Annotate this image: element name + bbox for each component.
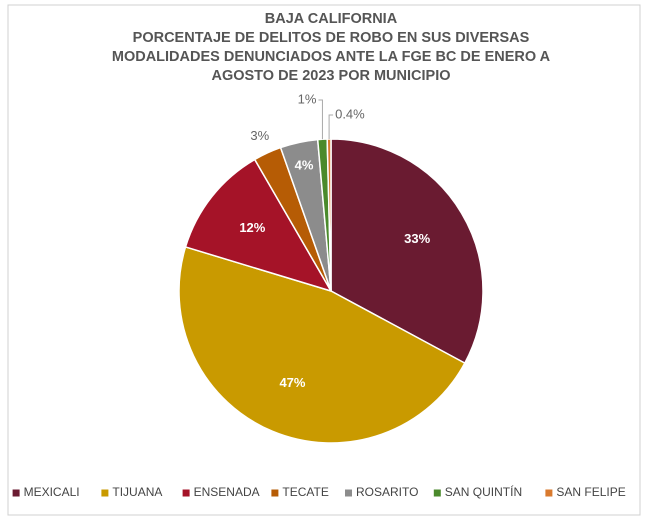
- chart-title: MODALIDADES DENUNCIADOS ANTE LA FGE BC D…: [112, 49, 551, 65]
- data-label: 3%: [250, 128, 269, 143]
- chart-title: BAJA CALIFORNIA: [265, 11, 398, 27]
- legend-swatch: [345, 489, 352, 497]
- legend-label: ENSENADA: [194, 485, 260, 499]
- legend-label: SAN FELIPE: [556, 485, 625, 499]
- chart-title: PORCENTAJE DE DELITOS DE ROBO EN SUS DIV…: [133, 30, 530, 46]
- legend-label: ROSARITO: [356, 485, 418, 499]
- pie-slice: [330, 138, 484, 365]
- pie-slice: [184, 158, 333, 293]
- pie-slice: [326, 138, 332, 292]
- data-label: 33%: [404, 231, 430, 246]
- data-label: 1%: [298, 91, 317, 106]
- legend-swatch: [12, 489, 20, 497]
- legend-label: MEXICALI: [24, 485, 80, 499]
- data-label: 4%: [295, 158, 314, 173]
- legend-label: TIJUANA: [112, 485, 162, 499]
- legend-swatch: [545, 489, 553, 497]
- legend-label: SAN QUINTÍN: [445, 484, 522, 499]
- chart-title: AGOSTO DE 2023 POR MUNICIPIO: [211, 68, 450, 84]
- legend-swatch: [182, 489, 190, 497]
- leader-line: [328, 114, 334, 140]
- data-label: 12%: [239, 220, 265, 235]
- data-label: 47%: [279, 375, 305, 390]
- leader-line: [318, 99, 323, 140]
- legend-swatch: [101, 489, 109, 497]
- data-label: 0.4%: [335, 106, 365, 121]
- legend-label: TECATE: [282, 485, 328, 499]
- legend-swatch: [433, 489, 441, 497]
- legend-swatch: [271, 489, 279, 497]
- pie-slice: [178, 245, 466, 444]
